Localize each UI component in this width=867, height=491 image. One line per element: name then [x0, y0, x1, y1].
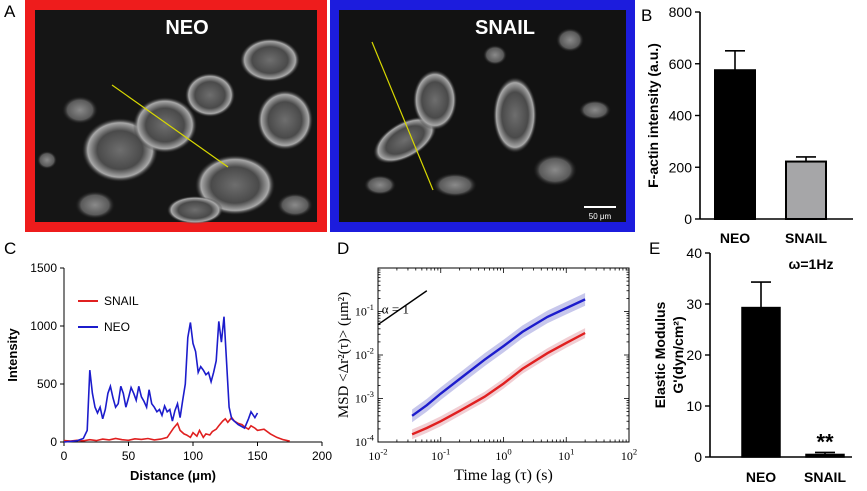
- b-bar-neo: [714, 69, 756, 220]
- neo-micrograph: [35, 10, 317, 224]
- b-y-tick-label: 600: [669, 56, 693, 72]
- d-x-tick-label: 100: [495, 447, 511, 463]
- b-y-axis-label: F-actin intensity (a.u.): [645, 43, 661, 188]
- d-x-tick-label: 102: [621, 447, 637, 463]
- b-y-tick-label: 800: [669, 4, 693, 20]
- d-reference-line: [377, 290, 428, 326]
- snail-image-label: SNAIL: [475, 17, 535, 39]
- c-x-tick-label: 50: [122, 449, 136, 463]
- e-bar-snail: [805, 453, 845, 458]
- e-y-tick-label: 20: [686, 347, 702, 363]
- b-x-tick-label: SNAIL: [785, 230, 827, 245]
- c-y-tick-label: 1000: [30, 319, 57, 333]
- b-x-tick-label: NEO: [720, 230, 750, 245]
- d-y-tick-label: 10-3: [355, 389, 374, 405]
- d-y-axis-label: MSD <Δr²(τ)> (μm²): [336, 292, 352, 418]
- d-x-axis-label: Time lag (τ) (s): [454, 467, 553, 484]
- d-series-line: [411, 298, 586, 417]
- b-y-tick-label: 0: [684, 211, 692, 227]
- c-x-tick-label: 150: [247, 449, 267, 463]
- panel-a-micrographs: NEO SNAIL 50 μm: [25, 0, 635, 232]
- neo-image-label: NEO: [165, 17, 208, 39]
- panel-letter-e: E: [649, 239, 661, 258]
- c-y-tick-label: 0: [50, 435, 57, 449]
- c-x-axis-label: Distance (μm): [130, 468, 216, 483]
- d-y-tick-label: 10-4: [355, 433, 375, 449]
- b-y-tick-label: 400: [669, 108, 693, 124]
- d-confidence-band: [412, 293, 586, 423]
- d-y-tick-label: 10-1: [355, 302, 374, 318]
- d-annotation-alpha: α = 1: [382, 302, 409, 317]
- d-x-tick-label: 10-2: [368, 447, 387, 463]
- scale-bar-label: 50 μm: [589, 212, 612, 221]
- d-x-tick-label: 10-1: [431, 447, 450, 463]
- panel-letter-b: B: [641, 6, 653, 25]
- e-y-tick-label: 40: [686, 245, 702, 261]
- e-y-tick-label: 30: [686, 296, 702, 312]
- e-significance-marker: **: [816, 429, 834, 454]
- c-series-snail: [63, 416, 290, 442]
- chart-b-factin: 0 200 400 600 800 F-actin intensity (a.u.) NEO…: [645, 4, 853, 245]
- panel-letter-a: A: [4, 2, 16, 21]
- panel-letter-d: D: [337, 239, 350, 258]
- d-series-line: [411, 331, 586, 436]
- d-x-tick-label: 101: [558, 447, 574, 463]
- panel-letter-c: C: [4, 239, 17, 258]
- chart-e-elastic-modulus: 0 10 20 30 40 ω=1Hz Elastic Modulus G'(dyn/cm²)…: [652, 245, 852, 485]
- e-x-tick-label: SNAIL: [804, 469, 846, 485]
- c-y-tick-label: 1500: [30, 261, 57, 275]
- b-y-tick-label: 200: [669, 159, 693, 175]
- b-bar-snail: [785, 160, 827, 220]
- c-x-tick-label: 200: [312, 449, 332, 463]
- c-series-neo: [63, 316, 259, 443]
- e-bar-neo: [741, 306, 781, 458]
- e-x-tick-label: NEO: [746, 469, 776, 485]
- c-legend-label: NEO: [104, 320, 130, 334]
- c-y-tick-label: 500: [37, 377, 57, 391]
- c-x-tick-label: 100: [183, 449, 203, 463]
- e-title: ω=1Hz: [789, 256, 834, 272]
- snail-micrograph: [339, 10, 626, 222]
- e-y-axis-label-line1: Elastic Modulus: [652, 302, 668, 409]
- d-y-tick-label: 10-2: [355, 346, 374, 362]
- c-legend-label: SNAIL: [104, 294, 139, 308]
- e-y-axis-label-line2: G'(dyn/cm²): [670, 316, 686, 393]
- c-x-tick-label: 0: [61, 449, 68, 463]
- chart-c-intensity-profile: 0 500 1000 1500 0 50 100 150 200 Distance (μm) Int…: [5, 261, 332, 483]
- e-y-tick-label: 0: [694, 449, 702, 465]
- e-y-tick-label: 10: [686, 398, 702, 414]
- c-y-axis-label: Intensity: [5, 328, 20, 382]
